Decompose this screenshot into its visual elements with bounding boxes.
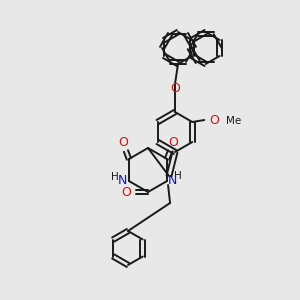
Text: N: N	[167, 173, 177, 187]
Text: N: N	[117, 173, 127, 187]
Text: Me: Me	[226, 116, 242, 126]
Text: O: O	[168, 136, 178, 149]
Text: O: O	[170, 82, 180, 95]
Text: O: O	[121, 185, 131, 199]
Text: H: H	[111, 172, 119, 182]
Text: H: H	[174, 171, 182, 181]
Text: O: O	[209, 113, 219, 127]
Text: O: O	[118, 136, 128, 149]
